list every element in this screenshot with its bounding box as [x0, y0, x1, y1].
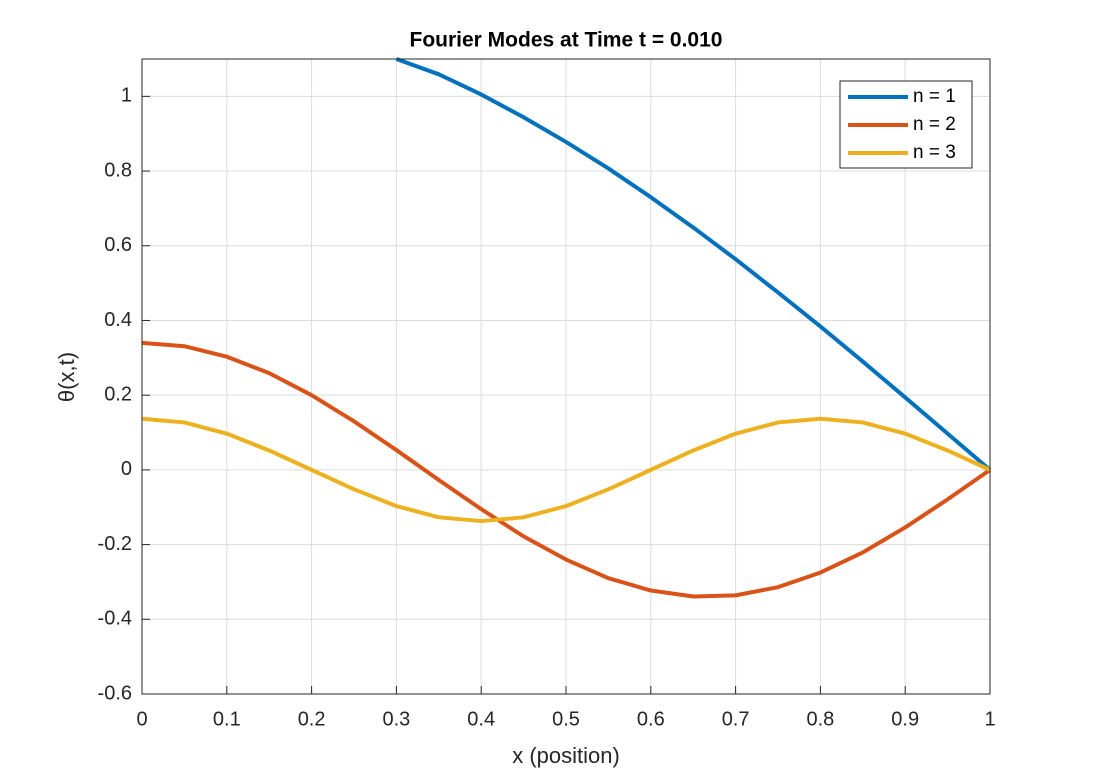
x-tick-label: 0.7: [722, 708, 750, 730]
x-tick-label: 0.3: [382, 708, 410, 730]
plot: [141, 57, 992, 599]
y-tick-label: 0.8: [104, 159, 132, 181]
legend-label: n = 3: [913, 142, 956, 163]
series-line: [395, 57, 992, 472]
x-tick-label: 0.9: [891, 708, 919, 730]
y-tick-label: -0.2: [98, 533, 132, 555]
y-tick-label: -0.4: [98, 608, 132, 630]
legend-label: n = 1: [913, 86, 956, 107]
x-tick-label: 0.5: [552, 708, 580, 730]
x-tick-label: 0.4: [467, 708, 495, 730]
y-tick-label: 1: [121, 85, 132, 107]
x-tick-label: 0.2: [298, 708, 326, 730]
x-tick-label: 0.6: [637, 708, 665, 730]
y-tick-label: 0.4: [104, 309, 132, 331]
series-line: [141, 340, 992, 599]
x-tick-label: 0.8: [806, 708, 834, 730]
x-axis-label: x (position): [512, 743, 620, 768]
legend: n = 1 n = 2 n = 3: [839, 80, 973, 169]
y-axis-label: θ(x,t): [54, 352, 79, 402]
legend-label: n = 2: [913, 114, 956, 135]
y-tick-label: 0.2: [104, 383, 132, 405]
series-line: [141, 416, 991, 524]
x-tick-label: 0.1: [213, 708, 241, 730]
x-tick-label: 0: [136, 708, 147, 730]
chart-title: Fourier Modes at Time t = 0.010: [410, 29, 723, 52]
y-tick-label: 0.6: [104, 234, 132, 256]
x-tick-label: 1: [984, 708, 995, 730]
y-tick-label: 0: [121, 458, 132, 480]
y-tick-label: -0.6: [98, 682, 132, 704]
